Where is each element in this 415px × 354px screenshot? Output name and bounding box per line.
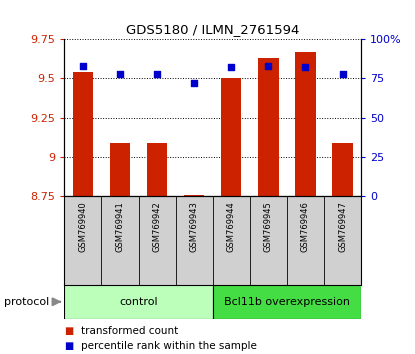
Text: GSM769945: GSM769945 bbox=[264, 201, 273, 252]
Bar bbox=[221, 78, 242, 196]
Text: transformed count: transformed count bbox=[81, 326, 178, 336]
Bar bbox=[258, 58, 278, 196]
Point bbox=[339, 71, 346, 76]
Text: GSM769947: GSM769947 bbox=[338, 201, 347, 252]
Text: GSM769940: GSM769940 bbox=[78, 201, 88, 252]
Point bbox=[302, 64, 309, 70]
Title: GDS5180 / ILMN_2761594: GDS5180 / ILMN_2761594 bbox=[126, 23, 299, 36]
Point bbox=[80, 63, 86, 69]
Bar bbox=[147, 143, 167, 196]
Bar bbox=[64, 285, 213, 319]
Point bbox=[191, 80, 198, 86]
Text: ■: ■ bbox=[64, 326, 73, 336]
Bar bbox=[73, 72, 93, 196]
Point bbox=[228, 64, 234, 70]
Text: protocol: protocol bbox=[4, 297, 49, 307]
Point bbox=[265, 63, 272, 69]
Point bbox=[117, 71, 123, 76]
Point bbox=[154, 71, 160, 76]
Text: percentile rank within the sample: percentile rank within the sample bbox=[81, 341, 257, 351]
Bar bbox=[110, 143, 130, 196]
Bar bbox=[332, 143, 353, 196]
Text: GSM769941: GSM769941 bbox=[115, 201, 124, 252]
Text: GSM769946: GSM769946 bbox=[301, 201, 310, 252]
Text: Bcl11b overexpression: Bcl11b overexpression bbox=[224, 297, 350, 307]
Bar bbox=[213, 285, 361, 319]
Bar bbox=[295, 52, 316, 196]
Text: GSM769943: GSM769943 bbox=[190, 201, 199, 252]
Bar bbox=[184, 195, 204, 196]
Text: GSM769942: GSM769942 bbox=[153, 201, 161, 252]
Text: GSM769944: GSM769944 bbox=[227, 201, 236, 252]
Text: control: control bbox=[119, 297, 158, 307]
Text: ■: ■ bbox=[64, 341, 73, 351]
